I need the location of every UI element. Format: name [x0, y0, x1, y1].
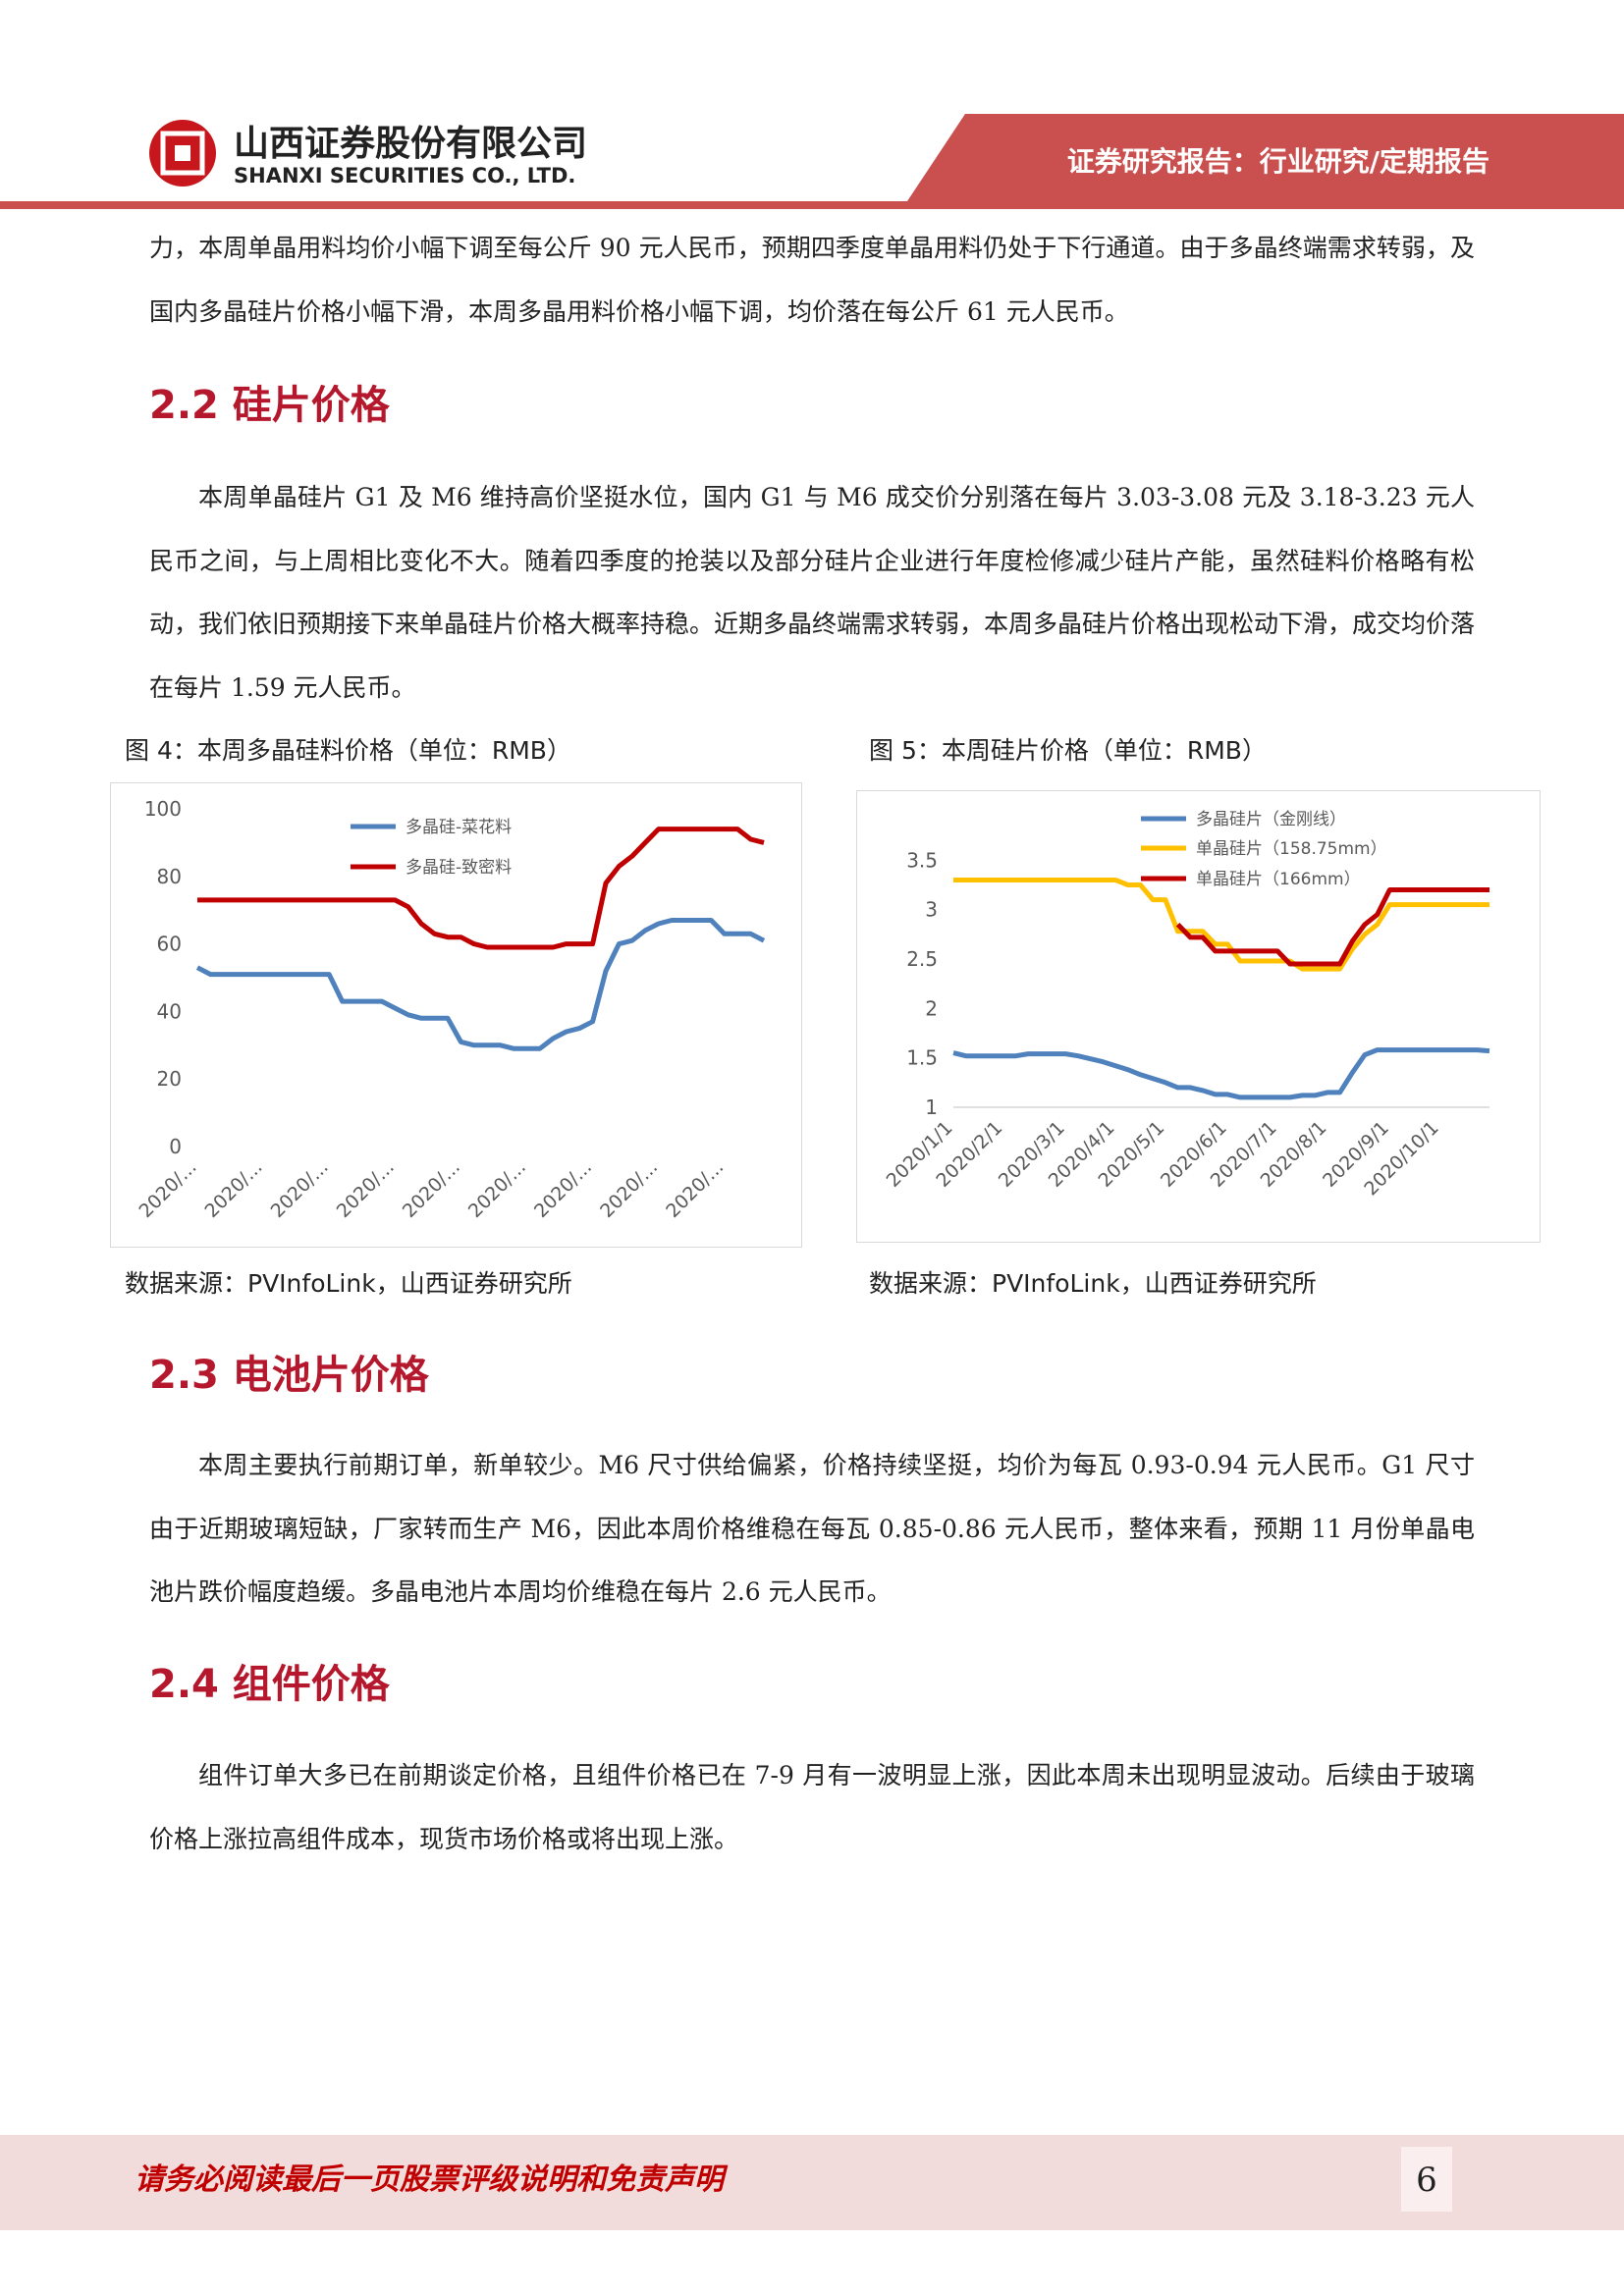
legend-label: 单晶硅片（158.75mm） [1196, 839, 1387, 859]
y-tick-label: 40 [157, 999, 182, 1023]
page-number: 6 [1416, 2161, 1437, 2200]
header: 山西证券股份有限公司 SHANXI SECURITIES CO., LTD. 证… [0, 114, 1624, 209]
chart-frame [110, 782, 802, 1248]
y-tick-label: 2.5 [906, 947, 938, 971]
y-tick-label: 20 [157, 1067, 182, 1091]
company-name-en: SHANXI SECURITIES CO., LTD. [234, 164, 575, 187]
series-line [1175, 887, 1489, 967]
figure-caption: 图 5：本周硅片价格（单位：RMB） [869, 736, 1267, 765]
y-tick-label: 2 [925, 996, 938, 1020]
legend-label: 单晶硅片（166mm） [1196, 870, 1361, 889]
y-tick-label: 60 [157, 933, 182, 956]
paragraph: 组件订单大多已在前期谈定价格，且组件价格已在 7-9 月有一波明显上涨，因此本周… [149, 1761, 1475, 1853]
y-tick-label: 0 [169, 1135, 182, 1158]
series-line [195, 918, 766, 1051]
disclaimer: 请务必阅读最后一页股票评级说明和免责声明 [135, 2163, 729, 2197]
report-type: 证券研究报告：行业研究/定期报告 [1067, 145, 1489, 178]
legend-label: 多晶硅-致密料 [406, 858, 512, 878]
page-number-box [1401, 2147, 1452, 2212]
figure-source: 数据来源：PVInfoLink，山西证券研究所 [125, 1269, 572, 1298]
header-banner [907, 114, 1624, 201]
section-heading: 2.4 组件价格 [149, 1662, 390, 1707]
series-line [952, 1047, 1490, 1100]
y-tick-label: 1 [925, 1095, 938, 1119]
series-line [953, 878, 1489, 972]
y-tick-label: 3 [925, 898, 938, 922]
paragraph: 力，本周单晶用料均价小幅下调至每公斤 90 元人民币，预期四季度单晶用料仍处于下… [149, 234, 1475, 326]
footer: 请务必阅读最后一页股票评级说明和免责声明 6 [0, 2135, 1624, 2230]
paragraph: 本周单晶硅片 G1 及 M6 维持高价坚挺水位，国内 G1 与 M6 成交价分别… [149, 483, 1476, 702]
legend-label: 多晶硅片（金刚线） [1196, 810, 1346, 829]
y-tick-label: 3.5 [906, 848, 938, 872]
series-line [197, 827, 765, 950]
company-name: 山西证券股份有限公司 [234, 124, 587, 164]
legend-label: 多晶硅-菜花料 [406, 818, 512, 837]
header-rule [0, 201, 1624, 209]
chart-frame [856, 790, 1541, 1243]
section-heading: 2.2 硅片价格 [149, 383, 390, 428]
section-heading: 2.3 电池片价格 [149, 1353, 429, 1398]
figure-source: 数据来源：PVInfoLink，山西证券研究所 [869, 1269, 1317, 1298]
chart: 11.522.533.52020/1/12020/2/12020/3/12020… [856, 790, 1541, 1243]
logo-mark [175, 145, 190, 161]
paragraph: 本周主要执行前期订单，新单较少。M6 尺寸供给偏紧，价格持续坚挺，均价为每瓦 0… [149, 1451, 1475, 1606]
y-tick-label: 80 [157, 865, 182, 888]
logo-mark [160, 131, 205, 176]
footer-band [0, 2135, 1624, 2230]
figure-caption: 图 4：本周多晶硅料价格（单位：RMB） [125, 736, 571, 765]
y-tick-label: 1.5 [906, 1046, 938, 1070]
y-tick-label: 100 [144, 797, 182, 821]
